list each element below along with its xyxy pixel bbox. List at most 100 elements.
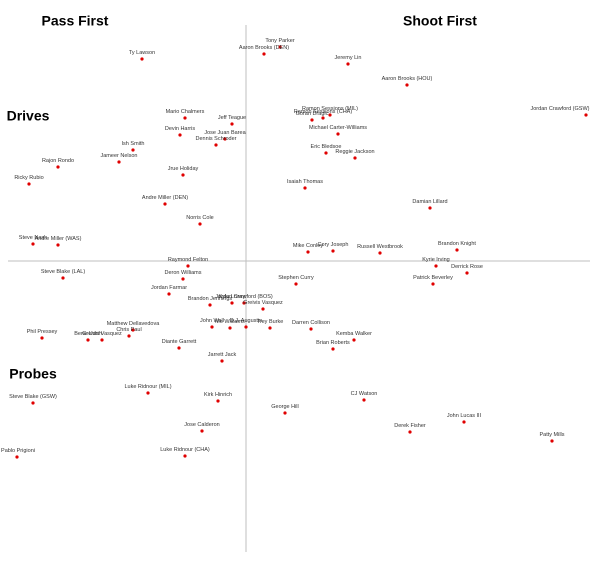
point [223,137,227,141]
point-label: Jordan Farmar [151,285,187,291]
point-label: Trey Burke [257,319,284,325]
point-label: Diante Garrett [162,339,197,345]
point [131,328,135,332]
point [283,411,287,415]
point-label: Derek Fisher [394,423,426,429]
point-label: Jarrett Jack [208,352,237,358]
point-label: Aaron Brooks (DEN) [239,45,289,51]
point [331,249,335,253]
point [405,83,409,87]
point-label: Cory Joseph [318,242,349,248]
point-label: Ramon Sessions (MIL) [302,106,358,112]
point [242,301,246,305]
point [100,338,104,342]
point-label: Rajon Rondo [42,158,74,164]
point [140,57,144,61]
point [228,326,232,330]
point-label: Pablo Prigioni [1,448,35,454]
point [309,327,313,331]
point [183,454,187,458]
point [321,116,325,120]
point-label: John Lucas III [447,413,482,419]
point [336,132,340,136]
point [181,277,185,281]
point-label: Jeremy Lin [335,55,362,61]
point-label: Andre Miller (DEN) [142,195,188,201]
point-label: Ramon Sessions (CHA) [294,109,353,115]
point [428,206,432,210]
point-label: Dennis Schroder [196,136,237,142]
point-label: Ricky Rubio [14,175,43,181]
point-label: Norris Cole [186,215,214,221]
point [352,338,356,342]
point-label: Andre Miller (WAS) [35,236,82,242]
point [27,182,31,186]
point [353,156,357,160]
point [268,326,272,330]
point-label: Kyrie Irving [422,257,450,263]
point-label: Ish Smith [122,141,145,147]
point-label: Jordan Crawford (GSW) [531,106,590,112]
point-label: Luke Ridnour (CHA) [160,447,210,453]
quadrant-label: Pass First [42,13,109,29]
point-label: Damian Lillard [412,199,447,205]
point [200,429,204,433]
point [131,148,135,152]
point-label: Phil Pressey [27,329,58,335]
point [146,391,150,395]
point [434,264,438,268]
point [61,276,65,280]
point [208,303,212,307]
point [346,62,350,66]
point-label: Aaron Brooks (HOU) [382,76,433,82]
point [408,430,412,434]
point [117,160,121,164]
point-label: George Hill [271,404,299,410]
point-label: Raymond Felton [168,257,208,263]
point-label: Jeff Teague [218,115,246,121]
point-label: Kirk Hinrich [204,392,232,398]
point-label: Eric Bledsoe [311,144,342,150]
point-label: Patty Mills [539,432,564,438]
point [584,113,588,117]
point [86,338,90,342]
point-label: Steve Blake (LAL) [41,269,85,275]
point [261,307,265,311]
point-label: John Wall [200,318,224,324]
point [56,243,60,247]
point [462,420,466,424]
point [465,271,469,275]
point-label: Reggie Jackson [335,149,374,155]
point [183,116,187,120]
point-label: Steve Blake (GSW) [9,394,57,400]
point [230,301,234,305]
point-label: Tony Parker [265,38,295,44]
quadrant-label: Shoot First [403,13,477,29]
point-label: Mo Williams [215,319,245,325]
point [306,250,310,254]
point [214,143,218,147]
point-label: Russell Westbrook [357,244,403,250]
point [324,151,328,155]
point-label: Ty Lawson [129,50,155,56]
quadrant-label: Probes [9,366,57,382]
point [362,398,366,402]
point [15,455,19,459]
point-label: Brandon Jennings [188,296,233,302]
point [278,45,282,49]
point-label: CJ Watson [351,391,378,397]
point-label: Michael Carter-Williams [309,125,367,131]
point [177,346,181,350]
point-label: D.J. Augustin [230,318,262,324]
point [378,251,382,255]
point [455,248,459,252]
point [303,186,307,190]
point [40,336,44,340]
point [210,325,214,329]
point-label: Greivis Vasquez [243,300,283,306]
point-label: Isaiah Thomas [287,179,323,185]
point-label: Chris Paul [116,327,141,333]
point-label: Jrue Holiday [168,166,199,172]
point [178,133,182,137]
